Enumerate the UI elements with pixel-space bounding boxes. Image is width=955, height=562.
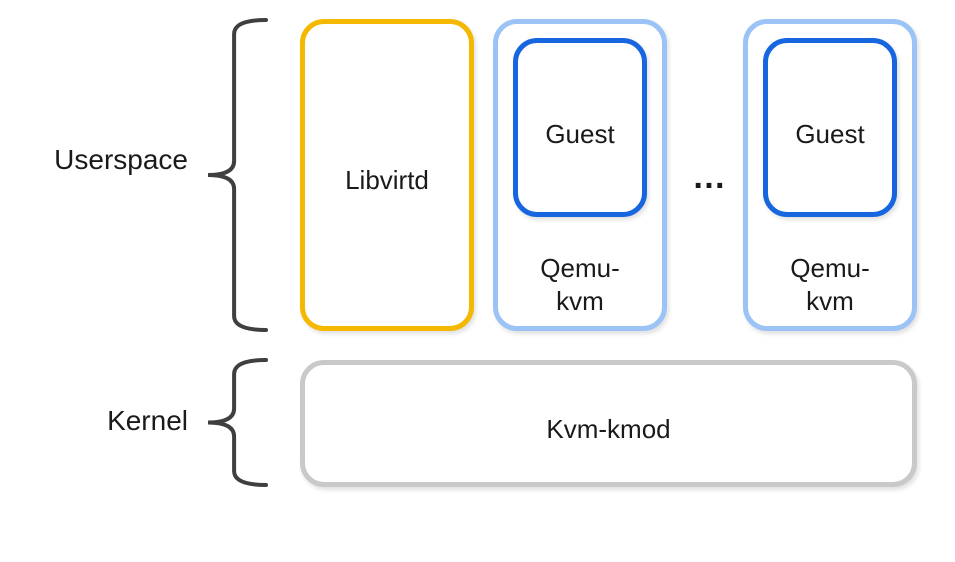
ellipsis: … bbox=[684, 158, 734, 194]
box-label-guest1: Guest bbox=[518, 118, 642, 151]
box-label-qemu1: Qemu- kvm bbox=[498, 252, 662, 317]
box-label-libvirtd: Libvirtd bbox=[305, 164, 469, 197]
box-label-guest2: Guest bbox=[768, 118, 892, 151]
box-label-qemu2: Qemu- kvm bbox=[748, 252, 912, 317]
box-guest1: Guest bbox=[513, 38, 647, 217]
box-guest2: Guest bbox=[763, 38, 897, 217]
row-label-kernel: Kernel bbox=[72, 405, 188, 441]
box-label-kvmkmod: Kvm-kmod bbox=[305, 413, 912, 446]
brace-kernel bbox=[208, 360, 266, 485]
brace-userspace bbox=[208, 20, 266, 330]
row-label-userspace: Userspace bbox=[18, 144, 188, 180]
box-libvirtd: Libvirtd bbox=[300, 19, 474, 331]
box-kvmkmod: Kvm-kmod bbox=[300, 360, 917, 487]
kvm-architecture-diagram: Libvirtd Qemu- kvm Guest Qemu- kvm Guest Kvm-… bbox=[0, 0, 955, 562]
